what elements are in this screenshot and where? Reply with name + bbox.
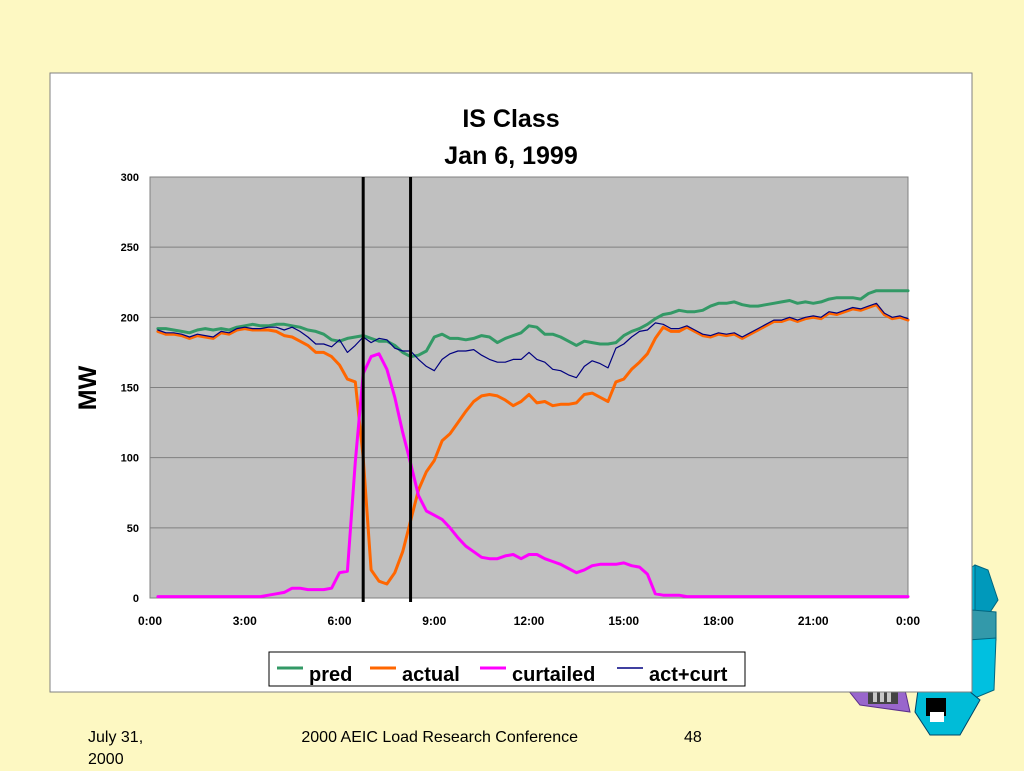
legend: pred actual curtailed act+curt (268, 651, 746, 687)
vertical-markers (361, 177, 413, 602)
legend-item-actual: actual (370, 664, 460, 686)
footer-page-number: 48 (684, 729, 702, 746)
y-tick-label: 100 (121, 453, 139, 465)
series-lines (156, 289, 910, 599)
footer-conference: 2000 AEIC Load Research Conference (301, 729, 578, 746)
legend-label: actual (402, 664, 460, 686)
x-tick-label: 12:00 (514, 614, 545, 628)
legend-label: act+curt (649, 664, 728, 686)
legend-item-curtailed: curtailed (480, 664, 595, 686)
y-tick-label: 50 (127, 523, 139, 535)
x-tick-label: 9:00 (422, 614, 446, 628)
x-tick-label: 21:00 (798, 614, 829, 628)
y-axis-ticks: 0 50 100 150 200 250 300 (121, 172, 139, 605)
x-tick-label: 15:00 (608, 614, 639, 628)
y-tick-label: 150 (121, 383, 139, 395)
footer-date: July 31, 2000 (88, 729, 144, 768)
y-tick-label: 0 (133, 593, 139, 605)
legend-item-act-curt: act+curt (617, 664, 728, 686)
x-tick-label: 0:00 (896, 614, 920, 628)
series-line-curtailed (156, 352, 910, 599)
y-axis-label: MW (74, 365, 102, 410)
chart-title: IS Class (462, 105, 559, 133)
y-tick-label: 300 (121, 172, 139, 184)
y-tick-label: 200 (121, 312, 139, 324)
series-line-act-curt (157, 302, 909, 379)
legend-box (268, 651, 746, 687)
legend-label: pred (309, 664, 352, 686)
legend-item-pred: pred (277, 664, 352, 686)
gridlines (150, 246, 908, 529)
y-tick-label: 250 (121, 242, 139, 254)
series-line-pred (156, 289, 910, 359)
legend-label: curtailed (512, 664, 595, 686)
x-tick-label: 6:00 (327, 614, 351, 628)
x-axis-ticks: 0:00 3:00 6:00 9:00 12:00 15:00 18:00 21:00 0:00 (138, 614, 920, 628)
x-tick-label: 3:00 (233, 614, 257, 628)
series-line-actual (156, 303, 910, 586)
chart-subtitle: Jan 6, 1999 (444, 142, 577, 170)
x-tick-label: 18:00 (703, 614, 734, 628)
x-tick-label: 0:00 (138, 614, 162, 628)
